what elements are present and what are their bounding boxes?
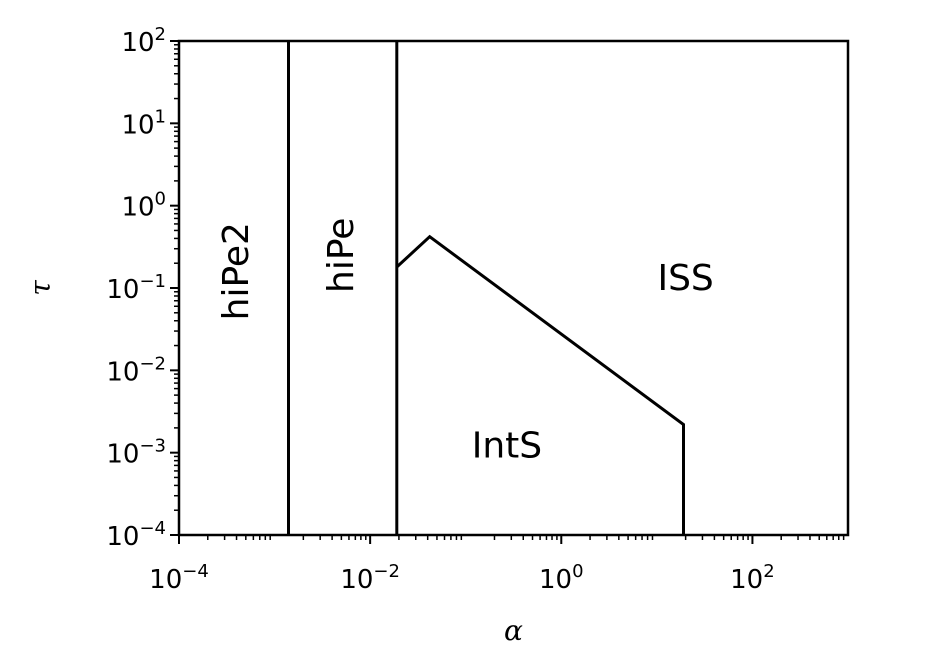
tick-label-exponent: −4: [182, 561, 209, 582]
region-label-hipe: hiPe: [321, 218, 362, 293]
y-tick-label: 10−4: [106, 518, 166, 552]
tick-label-exponent: 1: [155, 106, 166, 127]
major-ticks: [170, 40, 754, 544]
boundary-line-3: [395, 234, 685, 535]
tick-label-exponent: 2: [155, 24, 166, 45]
annotations-layer: hiPe2 hiPe IntS ISS: [216, 218, 714, 467]
region-label-ints: IntS: [472, 426, 542, 467]
tick-label-base: 10: [106, 275, 139, 305]
x-tick-label: 10−2: [340, 561, 400, 595]
y-tick-label: 101: [121, 106, 166, 140]
y-tick-label: 10−3: [106, 436, 166, 470]
tick-label-base: 10: [539, 565, 572, 595]
y-axis-label: τ: [24, 280, 57, 296]
tick-label-base: 10: [121, 110, 154, 140]
tick-label-exponent: −3: [139, 436, 166, 457]
y-tick-label: 102: [121, 24, 166, 58]
tick-label-exponent: −1: [139, 271, 166, 292]
series-layer: [287, 41, 685, 535]
tick-label-base: 10: [106, 357, 139, 387]
x-tick-label: 100: [539, 561, 584, 595]
plot-frame: [177, 39, 850, 537]
region-label-iss: ISS: [657, 258, 713, 299]
tick-label-base: 10: [340, 565, 373, 595]
tick-label-base: 10: [121, 28, 154, 58]
x-tick-label: 10−4: [149, 561, 209, 595]
tick-label-exponent: −2: [373, 561, 400, 582]
tick-label-base: 10: [106, 522, 139, 552]
y-tick-label: 10−1: [106, 271, 166, 305]
x-axis-label: α: [504, 614, 523, 647]
y-tick-label: 10−2: [106, 353, 166, 387]
region-label-hipe2: hiPe2: [216, 222, 257, 320]
tick-label-base: 10: [149, 565, 182, 595]
tick-label-exponent: −4: [139, 518, 166, 539]
y-tick-label: 100: [121, 189, 166, 223]
tick-label-base: 10: [121, 193, 154, 223]
tick-label-exponent: 2: [763, 561, 774, 582]
tick-label-exponent: 0: [155, 189, 166, 210]
tick-label-base: 10: [106, 440, 139, 470]
tick-label-exponent: −2: [139, 353, 166, 374]
tick-label-exponent: 0: [572, 561, 583, 582]
tick-label-base: 10: [730, 565, 763, 595]
x-tick-label: 102: [730, 561, 775, 595]
